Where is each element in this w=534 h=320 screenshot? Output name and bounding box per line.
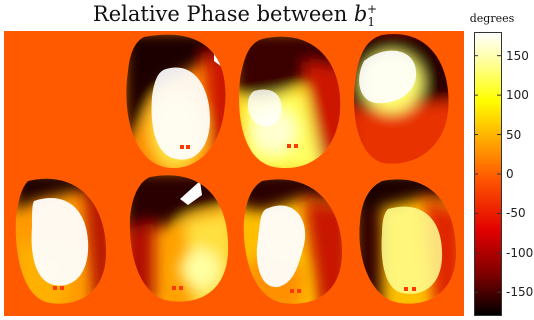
colorbar-tick-label: 50 (506, 127, 522, 142)
phase-panel-r2-c2 (129, 175, 229, 302)
colorbar-tick-label: 0 (506, 167, 514, 181)
colorbar-unit-label: degrees (469, 12, 515, 25)
phase-map-grid (4, 31, 464, 316)
colorbar-tick-label: -150 (506, 285, 534, 300)
colorbar-tick-label: 100 (506, 88, 529, 103)
colorbar-tick-label: -50 (506, 206, 526, 221)
colorbar (474, 32, 502, 316)
colorbar-tick-label: 150 (506, 48, 529, 63)
figure-title: Relative Phase between b1+ (92, 2, 378, 30)
colorbar-tick-label: -100 (506, 245, 534, 260)
